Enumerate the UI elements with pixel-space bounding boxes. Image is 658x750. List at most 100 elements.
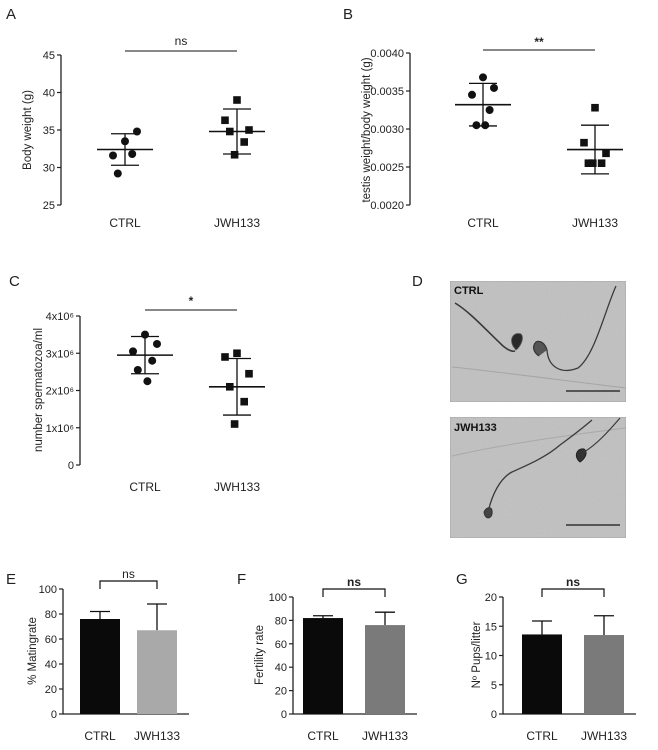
y-tick-label: 0.0040 — [370, 48, 404, 60]
x-category-label: JWH133 — [134, 729, 180, 743]
data-point — [221, 353, 229, 361]
significance-label: * — [189, 294, 194, 308]
bar — [365, 625, 405, 714]
chart-mating-rate: 0 20 40 60 80 100 % Matingrate CTRL JWH133 ns — [27, 567, 189, 743]
data-point — [245, 126, 253, 134]
y-tick-label: 100 — [39, 584, 57, 596]
panel-letter-g: G — [456, 571, 468, 588]
y-tick-label: 60 — [275, 639, 287, 651]
data-point — [597, 159, 606, 167]
y-tick-label: 25 — [43, 200, 55, 212]
significance-label: ns — [122, 567, 135, 581]
significance-label: ns — [347, 575, 361, 589]
significance-bracket — [322, 588, 386, 597]
data-point — [468, 90, 476, 99]
y-axis-label: testis weight/body weight (g) — [361, 57, 373, 202]
y-axis-label: Fertility rate — [254, 625, 266, 685]
x-category-label: CTRL — [307, 729, 339, 743]
y-tick-label: 3x10⁶ — [46, 348, 74, 360]
data-point — [245, 369, 253, 378]
data-point — [472, 121, 481, 130]
x-category-label: JWH133 — [572, 216, 618, 230]
y-tick-label: 0.0035 — [370, 86, 404, 98]
y-axis-label: % Matingrate — [27, 617, 39, 685]
y-tick-label: 1x10⁶ — [46, 423, 74, 435]
data-point — [230, 150, 239, 159]
panel-letter-f: F — [237, 571, 246, 588]
y-tick-label: 80 — [45, 609, 57, 621]
data-point — [143, 377, 152, 386]
y-axis-label: Nº Pups/litter — [471, 621, 483, 688]
y-tick-label: 0 — [491, 709, 497, 721]
bar — [303, 618, 343, 714]
y-tick-label: 0 — [68, 460, 74, 472]
y-tick-label: 35 — [43, 125, 55, 137]
y-tick-label: 0.0020 — [370, 200, 404, 212]
panel-letter-e: E — [6, 571, 16, 588]
panel-letter-b: B — [343, 6, 353, 23]
bar — [80, 619, 120, 714]
y-axis-label: number spermatozoa/ml — [33, 328, 45, 452]
data-point — [233, 349, 241, 358]
data-point — [153, 339, 161, 348]
y-tick-label: 20 — [485, 592, 497, 604]
data-point — [230, 420, 239, 428]
x-category-label: CTRL — [84, 729, 116, 743]
micrograph-ctrl-label: CTRL — [454, 285, 484, 297]
significance-label: ns — [566, 575, 580, 589]
panel-letter-a: A — [6, 6, 16, 23]
significance-label: ns — [175, 34, 188, 48]
chart-body-weight: 25 30 35 40 45 Body weight (g) CTRL JWH133 ns — [22, 34, 265, 230]
y-tick-label: 10 — [485, 651, 497, 663]
data-point — [589, 159, 597, 167]
data-point — [580, 138, 588, 147]
y-tick-label: 20 — [45, 684, 57, 696]
y-tick-label: 2x10⁶ — [46, 386, 74, 398]
data-point — [129, 347, 137, 356]
y-tick-label: 4x10⁶ — [46, 311, 74, 323]
y-tick-label: 5 — [491, 680, 497, 692]
x-category-label: JWH133 — [214, 480, 260, 494]
micrograph-jwh133: JWH133 — [449, 416, 627, 539]
significance-label: ** — [534, 35, 544, 49]
data-point — [490, 83, 498, 92]
data-point — [128, 150, 137, 158]
y-tick-label: 40 — [45, 659, 57, 671]
micrograph-ctrl: CTRL — [449, 280, 627, 403]
y-tick-label: 0.0025 — [370, 162, 404, 174]
data-point — [240, 138, 248, 146]
y-axis-label: Body weight (g) — [22, 90, 34, 170]
significance-bracket — [99, 580, 158, 589]
data-point — [602, 149, 610, 158]
x-category-label: CTRL — [467, 216, 499, 230]
y-tick-label: 0.0030 — [370, 124, 404, 136]
y-tick-label: 40 — [43, 88, 55, 100]
data-point — [148, 356, 157, 365]
data-point — [240, 397, 248, 406]
significance-bracket — [541, 588, 605, 597]
data-point — [591, 103, 599, 112]
data-point — [109, 151, 117, 160]
y-tick-label: 0 — [281, 709, 287, 721]
y-tick-label: 0 — [51, 709, 57, 721]
y-tick-label: 60 — [45, 634, 57, 646]
data-point — [479, 73, 487, 82]
x-category-label: JWH133 — [362, 729, 408, 743]
data-point — [113, 169, 122, 178]
y-tick-label: 100 — [269, 592, 287, 604]
x-category-label: CTRL — [526, 729, 558, 743]
x-category-label: CTRL — [129, 480, 161, 494]
x-category-label: JWH133 — [214, 216, 260, 230]
bar — [522, 634, 562, 714]
bar — [584, 635, 624, 714]
data-point — [584, 159, 593, 167]
y-tick-label: 45 — [43, 50, 55, 62]
chart-pups-per-litter: 0 5 10 15 20 Nº Pups/litter CTRL JWH133 ns — [471, 575, 636, 743]
chart-fertility-rate: 0 20 40 60 80 100 Fertility rate CTRL JWH133 ns — [254, 575, 417, 743]
y-tick-label: 30 — [43, 163, 55, 175]
y-tick-label: 40 — [275, 662, 287, 674]
x-category-label: JWH133 — [581, 729, 627, 743]
x-category-label: CTRL — [109, 216, 141, 230]
